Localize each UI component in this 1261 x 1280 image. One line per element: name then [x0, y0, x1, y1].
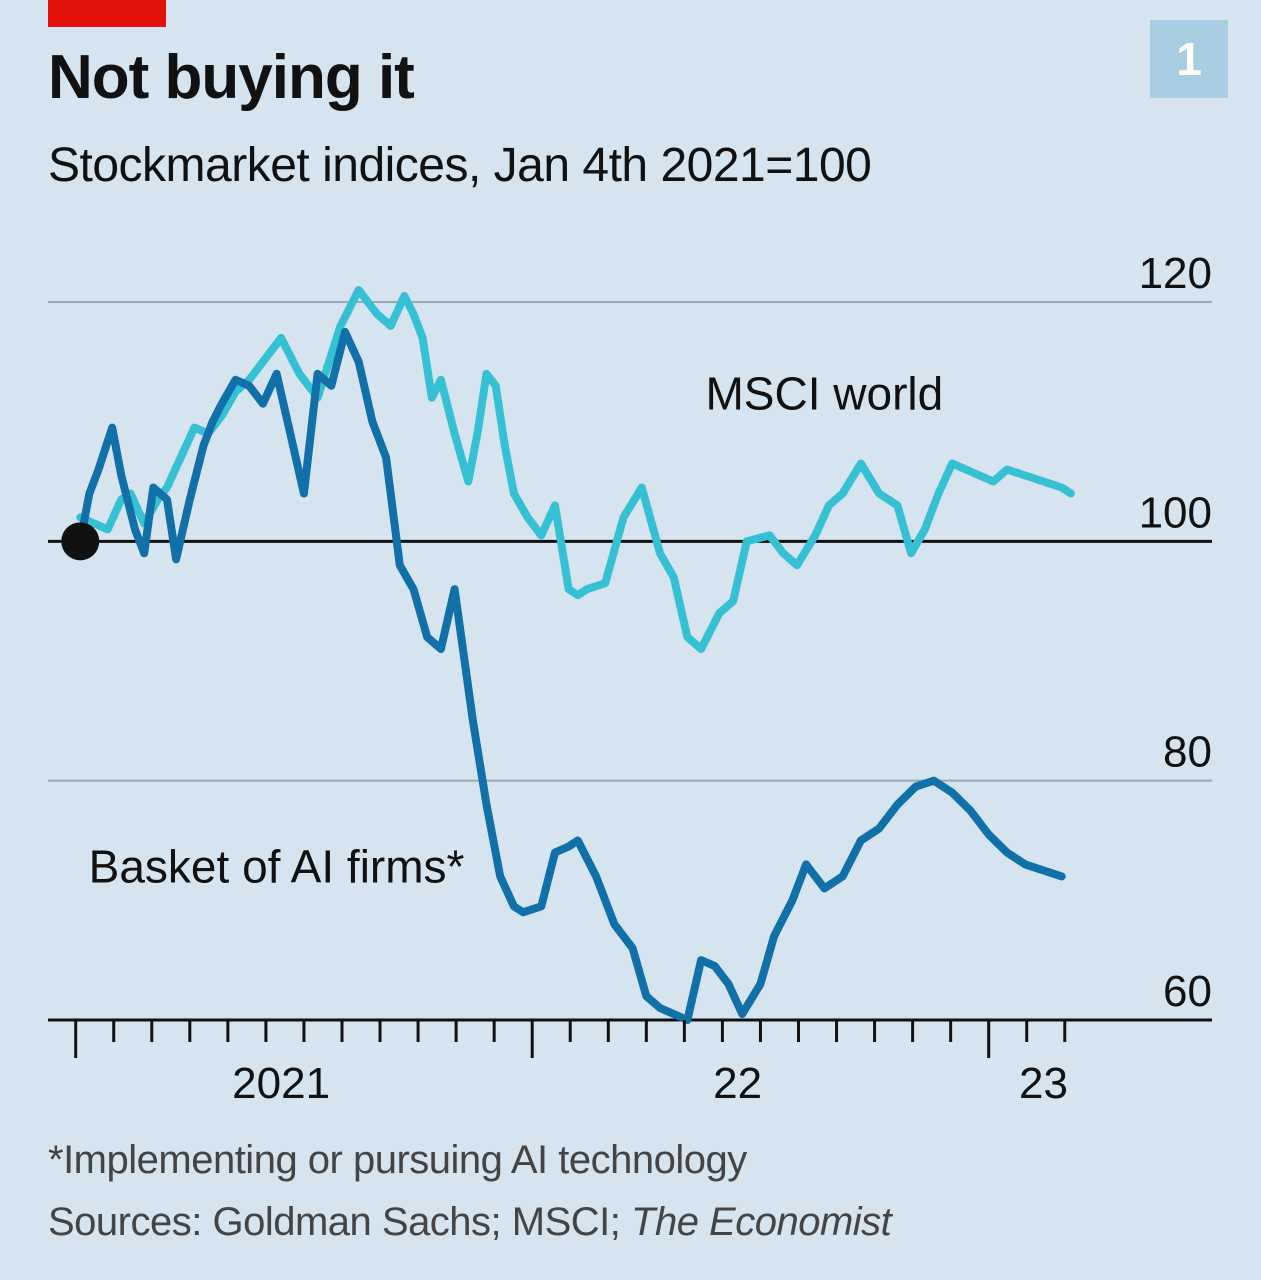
y-tick-label-100: 100	[1139, 488, 1212, 537]
series-label-ai-basket: Basket of AI firms*	[89, 840, 465, 892]
x-tick-label-23: 23	[1019, 1059, 1068, 1108]
series-lines	[61, 286, 1075, 1024]
sources-line: Sources: Goldman Sachs; MSCI; The Econom…	[48, 1200, 892, 1245]
sources-prefix: Sources: Goldman Sachs; MSCI;	[48, 1200, 632, 1244]
y-tick-label-60: 60	[1163, 967, 1212, 1016]
sources-publication: The Economist	[631, 1200, 892, 1244]
y-tick-label-120: 120	[1139, 249, 1212, 298]
chart-subtitle: Stockmarket indices, Jan 4th 2021=100	[48, 139, 872, 192]
start-point-marker	[61, 522, 100, 561]
brand-red-tag	[48, 0, 166, 27]
x-tick-label-2021: 2021	[232, 1059, 330, 1108]
series-label-msci-world: MSCI world	[705, 368, 943, 420]
chart-title: Not buying it	[48, 43, 415, 112]
line-chart: 60 80 100 120 2021 22 23 MSCI world Basket of …	[48, 249, 1212, 1108]
footnote: *Implementing or pursuing AI technology	[48, 1138, 747, 1182]
gridlines: 60 80 100 120	[48, 249, 1212, 1022]
x-axis: 2021 22 23	[74, 1020, 1068, 1108]
chart-number-badge: 1	[1150, 20, 1228, 98]
chart-labels: MSCI world Basket of AI firms*	[89, 368, 944, 893]
series-line-msci-world	[76, 286, 1075, 653]
x-tick-label-22: 22	[713, 1059, 762, 1108]
y-tick-label-80: 80	[1163, 728, 1212, 777]
series-line-ai-basket	[76, 327, 1066, 1024]
